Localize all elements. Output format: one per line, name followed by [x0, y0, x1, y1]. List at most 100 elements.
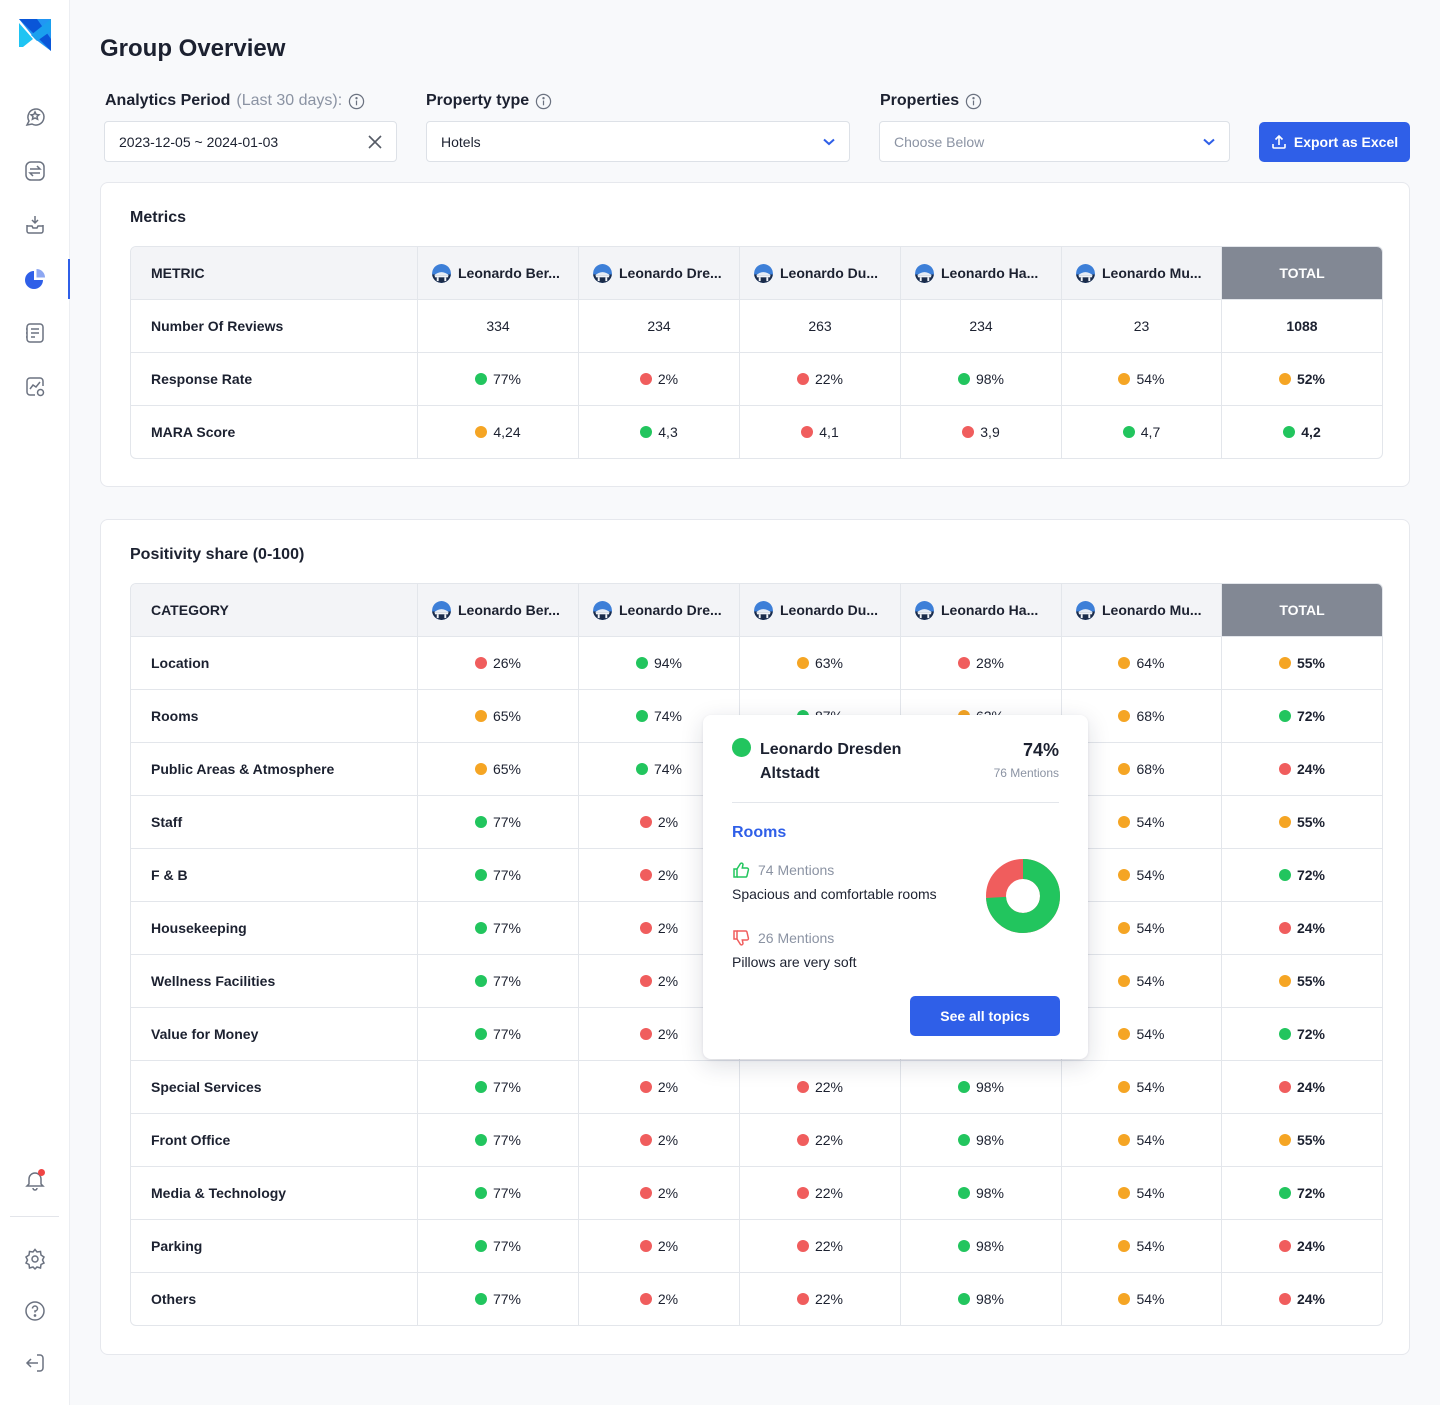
value-cell[interactable]: 263: [740, 299, 901, 352]
value-cell[interactable]: 98%: [901, 1272, 1062, 1325]
row-label: Housekeeping: [131, 901, 418, 954]
value-cell[interactable]: 77%: [418, 954, 579, 1007]
value-cell[interactable]: 77%: [418, 1113, 579, 1166]
value-cell[interactable]: 54%: [1062, 1007, 1222, 1060]
value-cell[interactable]: 98%: [901, 1166, 1062, 1219]
value-cell[interactable]: 54%: [1062, 1219, 1222, 1272]
hotel-column-header[interactable]: Leonardo Ha...: [901, 584, 1062, 636]
status-dot: [957, 372, 970, 385]
info-icon[interactable]: [535, 93, 552, 110]
value-cell[interactable]: 98%: [901, 1219, 1062, 1272]
nav-help[interactable]: [0, 1291, 70, 1331]
value-cell[interactable]: 77%: [418, 1007, 579, 1060]
value-cell[interactable]: 77%: [418, 901, 579, 954]
value-cell[interactable]: 4,7: [1062, 405, 1222, 458]
value-cell[interactable]: 54%: [1062, 1272, 1222, 1325]
value-cell[interactable]: 22%: [740, 1272, 901, 1325]
value-cell[interactable]: 77%: [418, 1219, 579, 1272]
app-logo[interactable]: [17, 17, 53, 53]
period-date-range-input[interactable]: 2023-12-05 ~ 2024-01-03: [104, 121, 397, 162]
value-cell[interactable]: 22%: [740, 1060, 901, 1113]
clear-icon[interactable]: [368, 134, 382, 149]
hotel-column-header[interactable]: Leonardo Mu...: [1062, 584, 1222, 636]
nav-notifications[interactable]: [0, 1160, 70, 1200]
nav-reports[interactable]: [0, 313, 70, 353]
value-cell[interactable]: 77%: [418, 795, 579, 848]
value-cell[interactable]: 2%: [579, 1166, 740, 1219]
status-dot: [796, 1292, 809, 1305]
export-excel-button[interactable]: Export as Excel: [1259, 122, 1410, 162]
value-cell[interactable]: 26%: [418, 636, 579, 689]
status-dot: [639, 1080, 652, 1093]
nav-exchange[interactable]: [0, 151, 70, 191]
value-cell[interactable]: 63%: [740, 636, 901, 689]
nav-settings[interactable]: [0, 1239, 70, 1279]
value-cell[interactable]: 2%: [579, 1219, 740, 1272]
value-cell[interactable]: 2%: [579, 954, 740, 1007]
value-cell[interactable]: 54%: [1062, 1060, 1222, 1113]
value-cell[interactable]: 2%: [579, 352, 740, 405]
hotel-column-header[interactable]: Leonardo Dre...: [579, 584, 740, 636]
value-cell[interactable]: 22%: [740, 352, 901, 405]
value-cell[interactable]: 54%: [1062, 795, 1222, 848]
status-dot: [957, 1133, 970, 1146]
value-cell[interactable]: 22%: [740, 1166, 901, 1219]
value-cell[interactable]: 334: [418, 299, 579, 352]
value-cell[interactable]: 65%: [418, 689, 579, 742]
value-cell[interactable]: 77%: [418, 1060, 579, 1113]
property-type-select[interactable]: Hotels: [426, 121, 850, 162]
value-cell[interactable]: 77%: [418, 1166, 579, 1219]
value-cell[interactable]: 3,9: [901, 405, 1062, 458]
value-cell[interactable]: 77%: [418, 352, 579, 405]
hotel-column-header[interactable]: Leonardo Ha...: [901, 247, 1062, 299]
value-cell[interactable]: 54%: [1062, 954, 1222, 1007]
value-cell[interactable]: 4,24: [418, 405, 579, 458]
cell-value: 65%: [492, 707, 522, 724]
value-cell[interactable]: 234: [901, 299, 1062, 352]
status-dot: [1278, 1080, 1291, 1093]
nav-inbox[interactable]: [0, 205, 70, 245]
hotel-column-header[interactable]: Leonardo Ber...: [418, 247, 579, 299]
nav-analytics[interactable]: [0, 259, 70, 299]
value-cell[interactable]: 68%: [1062, 742, 1222, 795]
value-cell[interactable]: 2%: [579, 1272, 740, 1325]
value-cell[interactable]: 234: [579, 299, 740, 352]
hotel-column-header[interactable]: Leonardo Du...: [740, 584, 901, 636]
value-cell[interactable]: 28%: [901, 636, 1062, 689]
value-cell[interactable]: 64%: [1062, 636, 1222, 689]
value-cell[interactable]: 54%: [1062, 352, 1222, 405]
value-cell[interactable]: 54%: [1062, 1166, 1222, 1219]
total-cell: 72%: [1222, 1007, 1382, 1060]
value-cell[interactable]: 77%: [418, 848, 579, 901]
value-cell[interactable]: 98%: [901, 1060, 1062, 1113]
value-cell[interactable]: 2%: [579, 1113, 740, 1166]
value-cell[interactable]: 4,1: [740, 405, 901, 458]
info-icon[interactable]: [348, 93, 365, 110]
value-cell[interactable]: 68%: [1062, 689, 1222, 742]
value-cell[interactable]: 65%: [418, 742, 579, 795]
hotel-column-header[interactable]: Leonardo Ber...: [418, 584, 579, 636]
properties-select[interactable]: Choose Below: [879, 121, 1230, 162]
status-dot: [1118, 815, 1131, 828]
value-cell[interactable]: 54%: [1062, 848, 1222, 901]
hotel-column-header[interactable]: Leonardo Du...: [740, 247, 901, 299]
nav-insights[interactable]: [0, 367, 70, 407]
value-cell[interactable]: 77%: [418, 1272, 579, 1325]
value-cell[interactable]: 98%: [901, 1113, 1062, 1166]
value-cell[interactable]: 4,3: [579, 405, 740, 458]
nav-logout[interactable]: [0, 1343, 70, 1383]
value-cell[interactable]: 54%: [1062, 1113, 1222, 1166]
hotel-avatar-icon: [1076, 600, 1095, 620]
value-cell[interactable]: 54%: [1062, 901, 1222, 954]
value-cell[interactable]: 94%: [579, 636, 740, 689]
nav-reviews[interactable]: [0, 97, 70, 137]
value-cell[interactable]: 22%: [740, 1113, 901, 1166]
hotel-column-header[interactable]: Leonardo Dre...: [579, 247, 740, 299]
see-all-topics-button[interactable]: See all topics: [910, 996, 1060, 1036]
info-icon[interactable]: [965, 93, 982, 110]
hotel-column-header[interactable]: Leonardo Mu...: [1062, 247, 1222, 299]
value-cell[interactable]: 98%: [901, 352, 1062, 405]
value-cell[interactable]: 23: [1062, 299, 1222, 352]
value-cell[interactable]: 22%: [740, 1219, 901, 1272]
value-cell[interactable]: 2%: [579, 1060, 740, 1113]
